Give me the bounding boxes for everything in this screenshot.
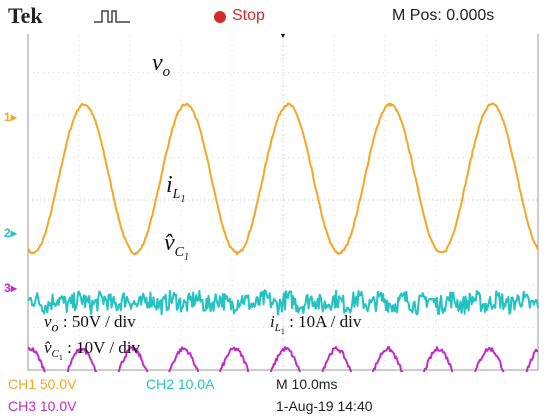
scope-header: Tek Stop M Pos: 0.000s bbox=[0, 0, 550, 34]
ch2-setting: CH2 10.0A bbox=[146, 376, 215, 392]
date-time: 1-Aug-19 14:40 bbox=[276, 398, 373, 414]
vo-label: vo bbox=[152, 50, 171, 80]
il1-label: iL1 bbox=[166, 172, 186, 205]
ch1-setting: CH1 50.0V bbox=[8, 376, 77, 392]
vc1-label: v̂C1 bbox=[164, 230, 189, 263]
scope-footer: CH1 50.0V CH2 10.0A M 10.0ms CH3 10.0V 1… bbox=[0, 372, 550, 420]
trace-ch2 bbox=[27, 289, 539, 316]
m-pos-readout: M Pos: 0.000s bbox=[392, 7, 495, 24]
ch3-setting: CH3 10.0V bbox=[8, 398, 77, 414]
channel-3-marker: 3▸ bbox=[4, 281, 17, 295]
trace-ch1 bbox=[27, 102, 539, 256]
vo-scale-annotation: vo : 50V / div bbox=[44, 312, 136, 336]
acquisition-status: Stop bbox=[232, 7, 265, 24]
stop-indicator-icon bbox=[214, 11, 226, 23]
timebase-setting: M 10.0ms bbox=[276, 376, 338, 392]
channel-2-marker: 2▸ bbox=[4, 226, 17, 240]
il1-scale-annotation: iL1 : 10A / div bbox=[270, 312, 362, 337]
channel-1-marker: 1▸ bbox=[4, 110, 17, 124]
brand-label: Tek bbox=[8, 3, 43, 28]
trigger-pulse-icon bbox=[94, 10, 130, 23]
vc1-scale-annotation: v̂C1 : 10V / div bbox=[44, 338, 141, 363]
